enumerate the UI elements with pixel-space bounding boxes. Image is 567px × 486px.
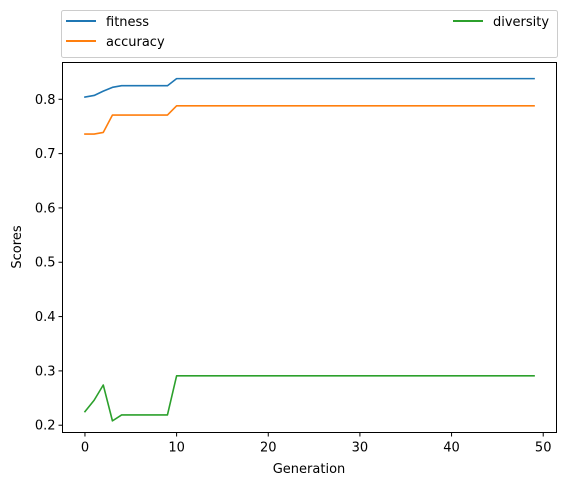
legend-fitness-label: fitness [106, 15, 149, 30]
y-tick-label: 0.3 [35, 364, 56, 379]
y-tick-label: 0.2 [35, 419, 56, 434]
legend-diversity-label: diversity [493, 15, 549, 30]
x-tick-label: 40 [443, 441, 460, 456]
x-axis: 0 10 20 30 40 50 [81, 432, 552, 456]
x-tick-label: 50 [535, 441, 552, 456]
x-tick-label: 0 [81, 441, 89, 456]
y-tick-label: 0.5 [35, 256, 56, 271]
y-tick-label: 0.4 [35, 310, 56, 325]
y-tick-label: 0.6 [35, 201, 56, 216]
x-tick-label: 20 [260, 441, 277, 456]
legend-frame [61, 10, 558, 58]
series-line-accuracy [84, 105, 535, 135]
legend: fitness accuracy diversity [61, 10, 558, 58]
x-axis-label: Generation [273, 462, 346, 477]
series-layer [83, 77, 535, 422]
legend-accuracy-label: accuracy [106, 35, 165, 50]
y-axis-label: Scores [10, 225, 25, 268]
plot-area [62, 62, 557, 433]
series-line-diversity [83, 374, 535, 422]
y-tick-label: 0.8 [35, 93, 56, 108]
series-line-fitness [84, 77, 535, 99]
y-axis: 0.2 0.3 0.4 0.5 0.6 0.7 0.8 [35, 93, 63, 434]
x-tick-label: 10 [168, 441, 185, 456]
y-tick-label: 0.7 [35, 147, 56, 162]
x-tick-label: 30 [352, 441, 369, 456]
